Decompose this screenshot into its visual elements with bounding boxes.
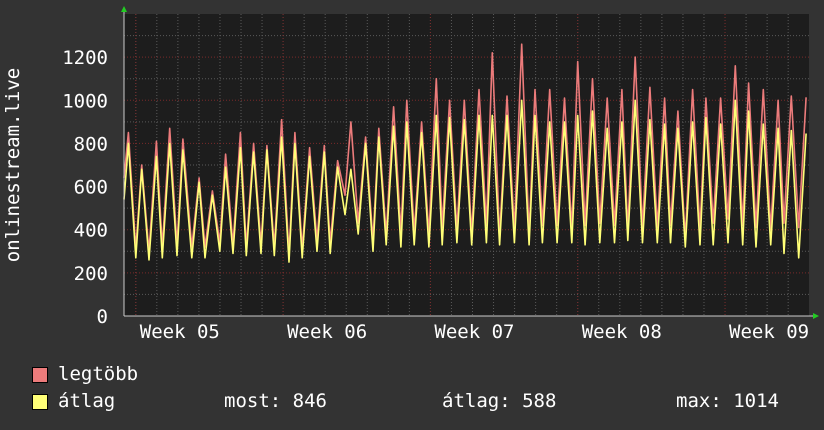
stat-max: max: 1014 [676, 390, 779, 412]
legend-label-max: legtöbb [58, 363, 139, 385]
x-tick-label: Week 08 [582, 321, 662, 343]
x-tick-label: Week 05 [140, 321, 220, 343]
stat-avg: átlag: 588 [442, 390, 557, 412]
y-tick-label: 600 [74, 177, 108, 199]
y-tick-label: 800 [74, 133, 108, 155]
x-tick-label: Week 07 [434, 321, 514, 343]
x-tick-labels: Week 05 Week 06 Week 07 Week 08 Week 09 [140, 321, 809, 343]
legend-label-avg: átlag [58, 390, 116, 412]
y-tick-label: 1000 [62, 90, 108, 112]
y-axis-arrow [121, 6, 127, 12]
legend-swatch-avg [32, 394, 48, 410]
series-line-atlag [123, 99, 807, 263]
y-tick-label: 0 [97, 306, 108, 328]
x-tick-label: Week 09 [729, 321, 809, 343]
y-axis-label: onlinestream.live [2, 68, 24, 262]
series-layer [123, 43, 807, 263]
x-axis-arrow [813, 313, 819, 319]
y-tick-labels: 0 200 400 600 800 1000 1200 [62, 47, 108, 328]
y-tick-label: 1200 [62, 47, 108, 69]
y-tick-label: 400 [74, 220, 108, 242]
axes [121, 6, 819, 319]
y-tick-label: 200 [74, 263, 108, 285]
x-tick-label: Week 06 [287, 321, 367, 343]
legend-swatch-max [32, 367, 48, 383]
stat-now: most: 846 [224, 390, 327, 412]
